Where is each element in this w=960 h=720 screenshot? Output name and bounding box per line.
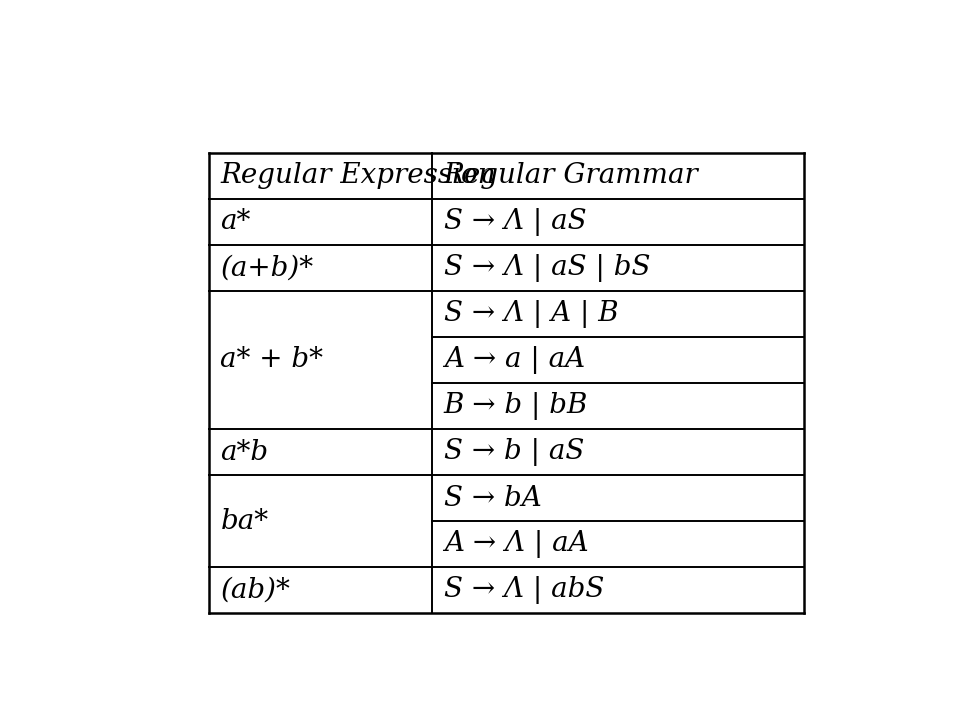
Text: Regular Expression: Regular Expression — [221, 163, 496, 189]
Text: (ab)*: (ab)* — [221, 577, 290, 603]
Text: S → Λ | abS: S → Λ | abS — [444, 576, 604, 604]
Text: A → Λ | aA: A → Λ | aA — [444, 530, 588, 558]
Text: S → Λ | A | B: S → Λ | A | B — [444, 300, 618, 328]
Text: A → a | aA: A → a | aA — [444, 346, 585, 374]
Text: (a+b)*: (a+b)* — [221, 254, 314, 282]
Text: S → Λ | aS: S → Λ | aS — [444, 208, 587, 236]
Text: S → b | aS: S → b | aS — [444, 438, 584, 466]
Text: Regular Grammar: Regular Grammar — [444, 163, 698, 189]
Text: B → b | bB: B → b | bB — [444, 392, 588, 420]
Text: S → Λ | aS | bS: S → Λ | aS | bS — [444, 254, 650, 282]
Text: a*: a* — [221, 209, 251, 235]
Text: a* + b*: a* + b* — [221, 346, 324, 374]
Text: a*b: a*b — [221, 438, 269, 466]
Text: S → bA: S → bA — [444, 485, 541, 511]
Text: ba*: ba* — [221, 508, 269, 534]
